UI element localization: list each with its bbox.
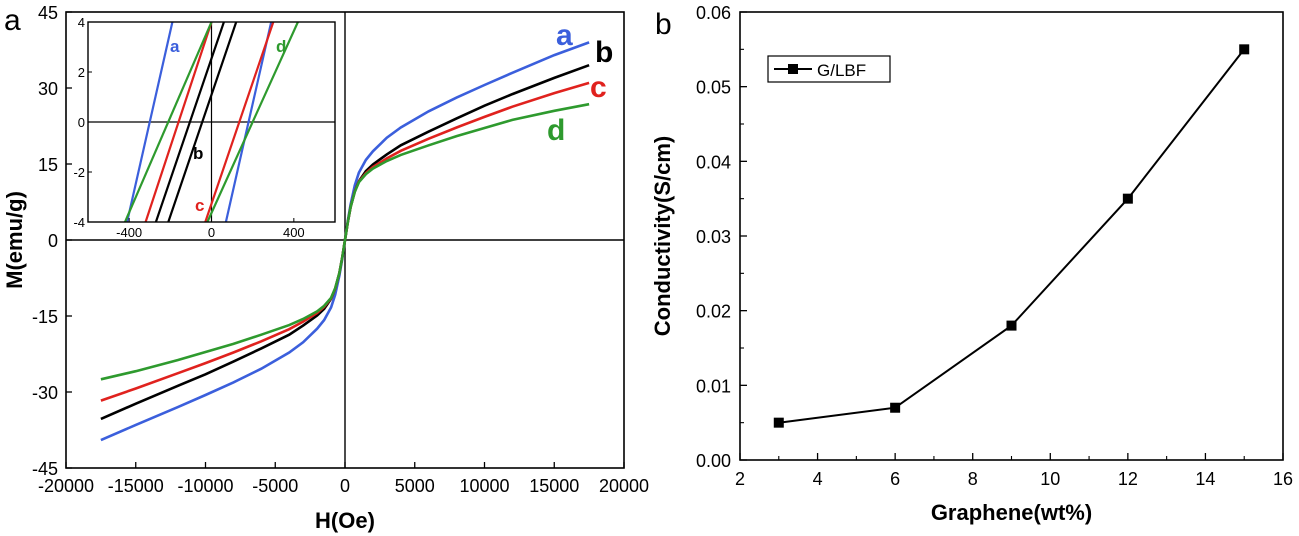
x-tick-label: -5000 <box>252 476 298 496</box>
y-tick-label: -15 <box>32 307 58 327</box>
inset-curve-label-a: a <box>170 37 180 56</box>
inset-x-tick-label: 0 <box>208 225 215 240</box>
x-tick-label: 4 <box>813 469 823 489</box>
x-axis-title: H(Oe) <box>315 508 375 533</box>
inset-curve-c-branch <box>144 22 213 222</box>
y-tick-label: -45 <box>32 459 58 479</box>
data-point <box>1122 193 1133 204</box>
inset-curve-a-branch <box>224 22 273 222</box>
data-point <box>773 417 784 428</box>
panel-label-b: b <box>655 8 672 41</box>
curve-label-d: d <box>547 114 565 147</box>
series-line-g-lbf <box>778 48 1245 424</box>
inset-curve-b-branch <box>154 22 225 222</box>
panel-b-conductivity-chart: 2 4 6 8 10 12 14 16 0.00 0.01 0.02 0.03 0.04 0.05 0.06… <box>650 3 1293 525</box>
inset-chart: -400 0 400 -4 -2 0 2 4 a d b c <box>73 15 336 240</box>
x-tick-label: -15000 <box>108 476 164 496</box>
panel-label-a: a <box>4 4 21 37</box>
data-point <box>1006 320 1017 331</box>
y-tick-label: 0.06 <box>696 3 731 23</box>
x-tick-label: 15000 <box>529 476 579 496</box>
y-tick-label: 0.04 <box>696 152 731 172</box>
x-tick-label: 5000 <box>395 476 435 496</box>
legend: G/LBF <box>767 55 891 83</box>
x-tick-label: 6 <box>890 469 900 489</box>
x-tick-label: 16 <box>1273 469 1293 489</box>
inset-y-tick-label: -4 <box>73 215 85 230</box>
inset-x-tick-label: -400 <box>116 225 142 240</box>
data-point <box>1239 44 1250 55</box>
inset-curve-d-branch <box>206 22 299 222</box>
x-tick-label: -10000 <box>177 476 233 496</box>
inset-curves <box>123 22 299 222</box>
inset-x-tick-label: 400 <box>283 225 305 240</box>
inset-curve-d-branch <box>123 22 213 222</box>
curve-label-b: b <box>595 36 613 69</box>
legend-label: G/LBF <box>817 61 866 80</box>
inset-curve-label-d: d <box>276 37 286 56</box>
y-tick-label: 30 <box>38 79 58 99</box>
inset-y-tick-label: 2 <box>78 65 85 80</box>
y-axis-title: Conductivity(S/cm) <box>650 136 675 336</box>
x-tick-label: 20000 <box>599 476 649 496</box>
x-tick-label: 12 <box>1118 469 1138 489</box>
x-axis-title: Graphene(wt%) <box>931 500 1092 525</box>
inset-curve-b-branch <box>167 22 238 222</box>
y-tick-label: 15 <box>38 155 58 175</box>
x-tick-label: 0 <box>340 476 350 496</box>
y-tick-label: 0.03 <box>696 227 731 247</box>
x-tick-label: 8 <box>968 469 978 489</box>
x-tick-label: 10 <box>1040 469 1060 489</box>
x-tick-label: 10000 <box>459 476 509 496</box>
y-tick-label: -30 <box>32 383 58 403</box>
legend-marker <box>788 64 798 74</box>
inset-curve-label-c: c <box>195 196 204 215</box>
y-tick-label: 0.05 <box>696 78 731 98</box>
y-tick-label: 0.02 <box>696 302 731 322</box>
x-tick-label: 14 <box>1195 469 1215 489</box>
x-tick-label: 2 <box>735 469 745 489</box>
y-axis-title: M(emu/g) <box>2 191 27 289</box>
inset-y-tick-label: 0 <box>78 115 85 130</box>
inset-curve-label-b: b <box>193 144 203 163</box>
curve-label-c: c <box>590 71 607 104</box>
curve-d <box>100 102 590 381</box>
y-tick-label: 0 <box>48 231 58 251</box>
y-tick-label: 45 <box>38 3 58 23</box>
inset-y-tick-label: 4 <box>78 15 85 30</box>
panel-a-magnetization-chart: -20000 -15000 -10000 -5000 0 5000 10000 15000 20… <box>2 3 649 533</box>
x-tick-label: -20000 <box>38 476 94 496</box>
inset-curve-a-branch <box>126 22 174 222</box>
inset-y-tick-label: -2 <box>73 165 85 180</box>
data-point <box>890 402 901 413</box>
curve-label-a: a <box>556 19 573 52</box>
y-tick-label: 0.01 <box>696 376 731 396</box>
y-tick-label: 0.00 <box>696 451 731 471</box>
inset-curve-c-branch <box>204 22 275 222</box>
